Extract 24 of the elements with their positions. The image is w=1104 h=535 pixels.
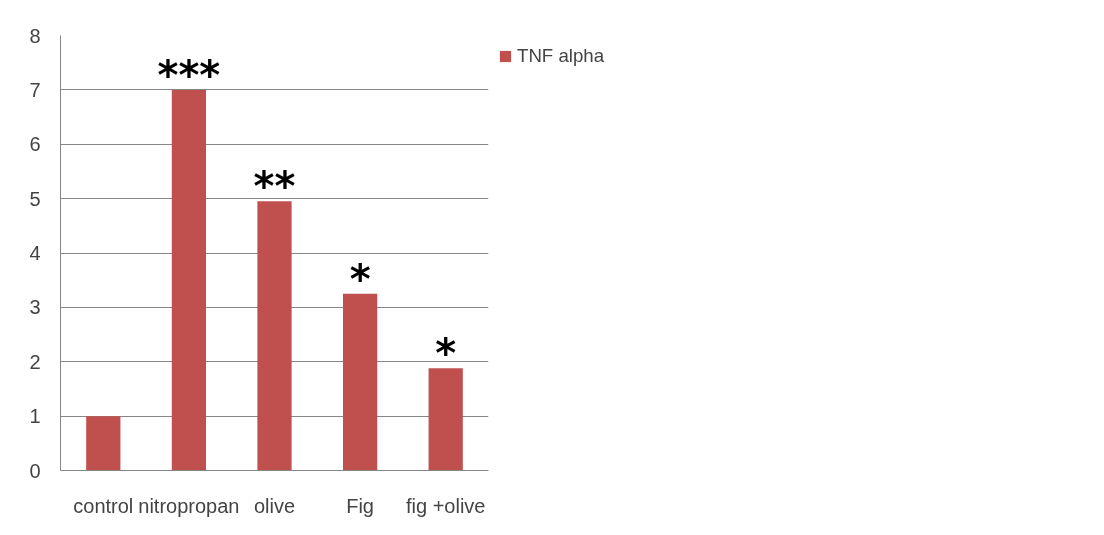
- annotation: **: [253, 163, 296, 210]
- y-tick-label: 6: [29, 133, 41, 156]
- bar: [171, 89, 207, 471]
- y-tick-label: 7: [29, 78, 41, 101]
- x-tick-label: olive: [253, 494, 296, 517]
- y-tick-label: 4: [29, 242, 41, 264]
- y-tick-label: 0: [29, 459, 41, 482]
- x-tick-label: fig +olive: [405, 494, 486, 517]
- y-tick-label: 8: [29, 24, 41, 47]
- bar: [257, 201, 292, 471]
- x-tick-label: Fig: [346, 494, 375, 517]
- y-tick-label: 5: [29, 187, 41, 210]
- bar: [428, 368, 463, 471]
- y-tick-label: 2: [29, 350, 41, 373]
- annotation: *: [349, 255, 371, 302]
- annotation: *: [435, 330, 457, 377]
- y-tick-label: 3: [29, 296, 41, 319]
- legend-label: TNF alpha: [517, 45, 605, 67]
- annotation: ***: [157, 51, 221, 98]
- y-tick-label: 1: [29, 405, 41, 428]
- bar: [342, 293, 378, 471]
- x-tick-label: nitropropan: [138, 494, 240, 517]
- bar: [86, 416, 121, 471]
- x-tick-label: control: [73, 494, 134, 517]
